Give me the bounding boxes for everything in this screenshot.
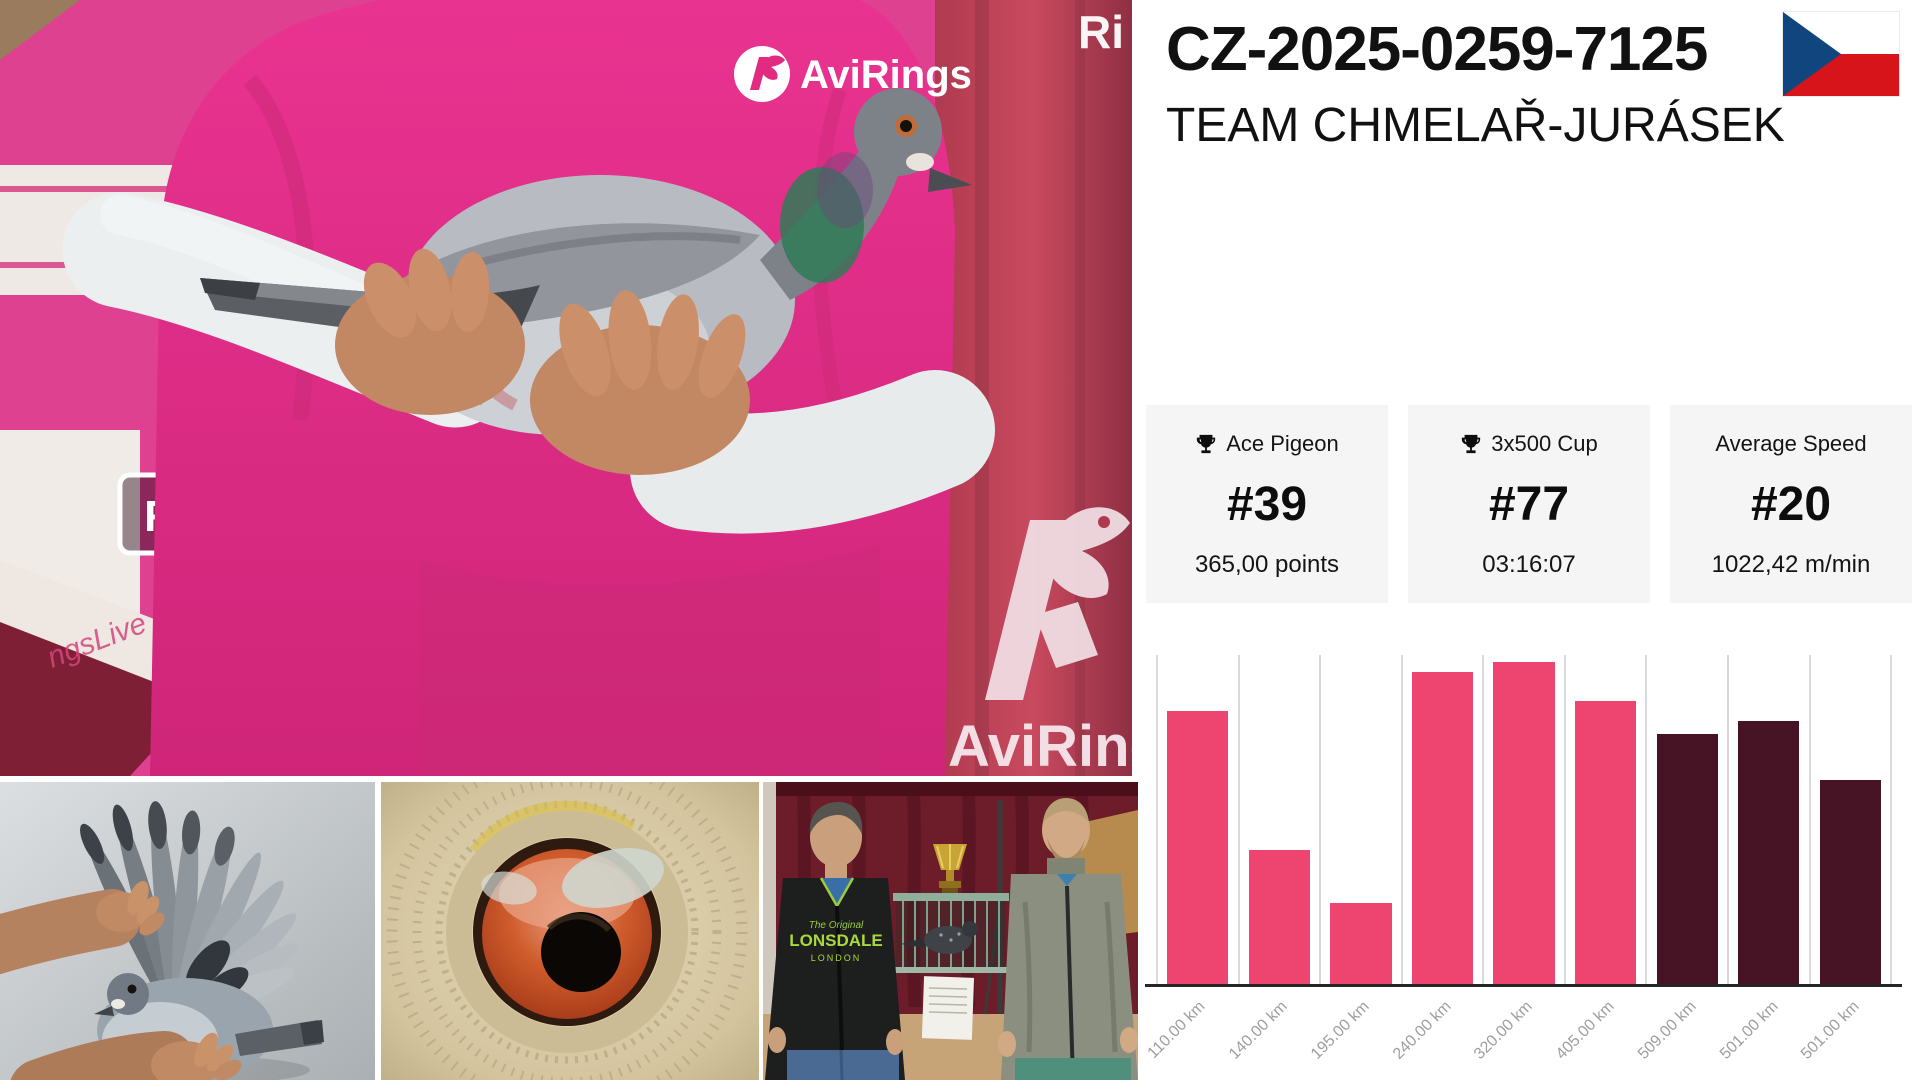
main-photo-pigeon-in-hands: R ngsLive Ri AviRings (0, 0, 1132, 776)
stat-card-3x500-cup: 3x500 Cup #77 03:16:07 (1408, 405, 1650, 603)
fancier-right (998, 798, 1138, 1080)
stat-card-ace-pigeon: Ace Pigeon #39 365,00 points (1146, 405, 1388, 603)
chart-bar[interactable] (1656, 734, 1718, 985)
stat-label-text: Average Speed (1715, 431, 1867, 456)
fanciers-photo: The Original LONSDALE LONDON (763, 782, 1138, 1080)
chart-x-label: 320.00 km (1471, 998, 1537, 1063)
chart-x-label: 195.00 km (1307, 998, 1373, 1063)
chart-x-label: 110.00 km (1144, 998, 1209, 1063)
eye-crust (470, 800, 636, 857)
chart-slot (1482, 655, 1564, 985)
czech-flag-icon (1783, 12, 1899, 96)
chart-x-label: 501.00 km (1798, 998, 1864, 1063)
chart-x-label: 240.00 km (1389, 998, 1455, 1063)
floor-dark (0, 620, 200, 776)
teal-pants (1015, 1058, 1131, 1080)
bar-chart-x-axis (1145, 984, 1902, 987)
chart-x-label: 140.00 km (1225, 998, 1291, 1063)
trophy (933, 844, 967, 893)
chart-bar[interactable] (1330, 902, 1392, 985)
avirings-bird-logo (985, 507, 1130, 700)
avirings-shirt-logo: AviRings (734, 46, 972, 102)
chart-slot (1645, 655, 1727, 985)
chart-bar[interactable] (1248, 849, 1310, 985)
stat-card-average-speed: Average Speed #20 1022,42 m/min (1670, 405, 1912, 603)
stat-detail: 365,00 points (1194, 551, 1340, 578)
bar-chart-labels: 110.00 km 140.00 km 195.00 km 240.00 km 320.… (1144, 994, 1892, 1080)
fancier-left: The Original LONSDALE LONDON (765, 802, 905, 1080)
chart-slot (1319, 655, 1401, 985)
chart-slot (1156, 655, 1238, 985)
jacket-script-text: The Original (809, 920, 864, 931)
chart-bar[interactable] (1493, 661, 1555, 985)
eye-photo-illustration (381, 782, 759, 1080)
stat-rank: #39 (1226, 477, 1308, 531)
chart-bar[interactable] (1574, 701, 1637, 985)
chart-x-label: 501.00 km (1716, 998, 1782, 1063)
floor-corner (0, 0, 80, 60)
pigeon-beak (928, 168, 972, 192)
chart-bar[interactable] (1738, 721, 1800, 985)
main-photo-illustration: R ngsLive Ri AviRings (0, 0, 1132, 776)
team-name: TEAM CHMELAŘ-JURÁSEK (1166, 99, 1785, 152)
banner-avirings-text: AviRings (948, 714, 1132, 776)
trophy-icon (1197, 434, 1216, 454)
stat-rank: #20 (1750, 477, 1832, 531)
stat-label-text: Ace Pigeon (1226, 431, 1339, 456)
chart-slot (1400, 655, 1483, 985)
eyelid-ring (446, 811, 688, 1053)
jacket-sub-text: LONDON (811, 953, 862, 963)
hands (335, 248, 750, 475)
chart-bar[interactable] (1167, 711, 1229, 985)
stat-detail: 1022,42 m/min (1711, 551, 1871, 578)
banner-partial-text: Ri (1078, 6, 1124, 58)
jacket-main-text: LONSDALE (789, 931, 883, 950)
pupil (541, 912, 621, 992)
pedigree-sheet (921, 976, 975, 1040)
eye-closeup-photo (381, 782, 759, 1080)
chart-slot (1563, 655, 1646, 985)
stats-row: Ace Pigeon #39 365,00 points 3x500 Cup #… (1146, 405, 1912, 603)
bar-chart-plot (1156, 655, 1892, 985)
stat-rank: #77 (1488, 477, 1570, 531)
chart-slot (1808, 655, 1891, 985)
chart-bar[interactable] (1819, 780, 1881, 985)
stat-detail: 03:16:07 (1482, 551, 1576, 578)
presenting-hand-left (0, 880, 165, 975)
chart-bar[interactable] (1411, 671, 1474, 985)
ring-number-title: CZ-2025-0259-7125 (1166, 15, 1708, 84)
stat-label-text: 3x500 Cup (1491, 431, 1598, 456)
wing-photo-illustration (0, 782, 375, 1080)
info-panel: CZ-2025-0259-7125 TEAM CHMELAŘ-JURÁSEK A… (1138, 0, 1920, 1080)
fanciers-photo-illustration: The Original LONSDALE LONDON (763, 782, 1138, 1080)
shirt-logo-text: AviRings (800, 53, 972, 97)
eye-highlight (562, 848, 664, 908)
pigeon-cere (906, 153, 934, 171)
chart-x-label: 509.00 km (1634, 998, 1700, 1063)
chart-x-label: 405.00 km (1552, 998, 1618, 1063)
trophy-icon (1462, 434, 1481, 454)
chart-slot (1726, 655, 1809, 985)
chart-slot (1237, 655, 1320, 985)
holding-hand-bottom (10, 1031, 242, 1080)
show-cage (891, 893, 1013, 973)
lonsdale-jacket (765, 878, 905, 1080)
wing-photo (0, 782, 375, 1080)
